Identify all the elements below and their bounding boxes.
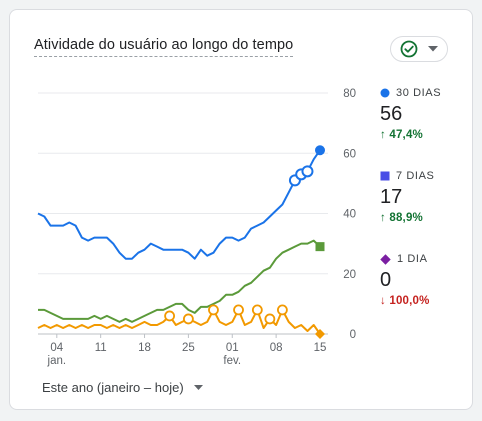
y-tick-label: 60 <box>343 148 356 160</box>
y-tick-label: 80 <box>343 88 356 100</box>
legend-label: 1 DIA <box>397 253 428 265</box>
series-point-1d <box>182 313 194 325</box>
series-point-1d <box>208 304 219 316</box>
series-point-1d <box>233 304 244 316</box>
x-tick-label: 18 <box>138 342 151 354</box>
legend-item-30-days: 30 DIAS 56 ↑ 47,4% <box>380 87 441 141</box>
x-tick-label: 15 <box>314 342 327 354</box>
legend-item-7-days: 7 DIAS 17 ↑ 88,9% <box>380 170 434 224</box>
series-end-marker-7d <box>315 242 325 252</box>
legend-value: 17 <box>380 186 403 208</box>
y-tick-label: 40 <box>343 209 356 221</box>
series-point-30d <box>301 165 314 178</box>
x-tick-label: 08 <box>270 342 283 354</box>
status-dropdown-button[interactable] <box>390 36 448 62</box>
series-point-1d <box>251 304 263 316</box>
legend-change: ↑ 88,9% <box>380 212 423 224</box>
legend-change: ↓ 100,0% <box>380 295 430 307</box>
x-tick-sublabel: fev. <box>223 355 241 367</box>
date-range-label: Este ano (janeiro – hoje) <box>42 380 184 395</box>
legend-item-1-day: 1 DIA 0 ↓ 100,0% <box>380 253 430 307</box>
x-tick-sublabel: jan. <box>47 355 67 367</box>
x-tick-label: 01 <box>226 342 239 354</box>
legend-value: 56 <box>380 103 403 125</box>
legend-label: 7 DIAS <box>396 170 435 182</box>
y-tick-label: 20 <box>343 269 356 281</box>
series-point-1d <box>164 310 176 322</box>
caret-down-icon <box>193 385 203 390</box>
card-title[interactable]: Atividade do usuário ao longo do tempo <box>34 37 294 57</box>
series-line-1d <box>37 308 321 335</box>
series-point-1d <box>276 304 288 316</box>
series-line-30d <box>37 149 321 260</box>
legend-circle-marker-icon <box>380 88 390 98</box>
series-point-1d <box>264 313 276 325</box>
legend-label: 30 DIAS <box>396 87 442 99</box>
x-tick-label: 25 <box>182 342 195 354</box>
series-end-marker-1d <box>315 329 325 339</box>
legend-value: 0 <box>380 269 392 291</box>
legend-square-marker-icon <box>380 171 390 181</box>
arrow-down-icon: ↓ <box>380 295 386 307</box>
y-tick-label: 0 <box>350 329 356 341</box>
user-activity-card: Atividade do usuário ao longo do tempo 8… <box>9 9 473 410</box>
arrow-up-icon: ↑ <box>380 129 386 141</box>
caret-down-icon <box>428 46 438 52</box>
series-end-marker-30d <box>315 145 325 156</box>
series-line-7d <box>38 239 321 323</box>
legend-diamond-marker-icon <box>380 253 391 265</box>
x-tick-label: 11 <box>95 342 107 354</box>
legend-change: ↑ 47,4% <box>380 129 423 141</box>
date-range-selector[interactable]: Este ano (janeiro – hoje) <box>42 380 203 395</box>
x-tick-label: 04 <box>50 342 63 354</box>
arrow-up-icon: ↑ <box>380 212 386 224</box>
check-circle-icon <box>400 40 418 58</box>
